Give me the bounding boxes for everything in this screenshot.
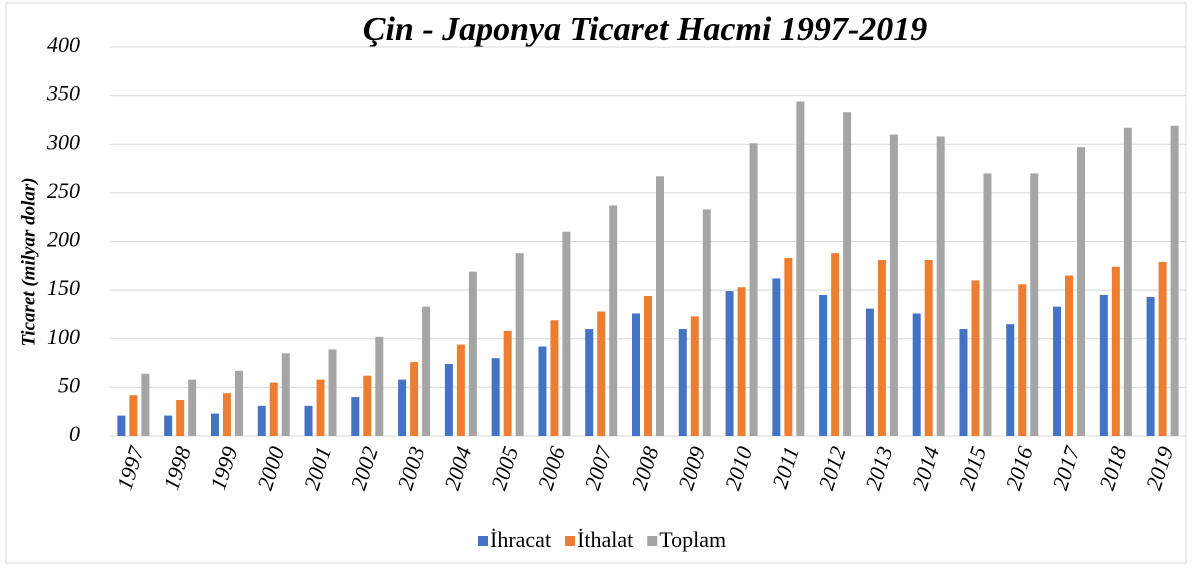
bar [725, 291, 734, 436]
bar [444, 364, 453, 436]
bar [609, 205, 618, 436]
bar [141, 373, 150, 436]
bar [503, 330, 512, 436]
bar [468, 271, 477, 436]
bar [375, 336, 384, 436]
bar [515, 253, 524, 436]
y-tick-label: 250 [47, 178, 80, 203]
bar [1006, 324, 1015, 436]
bar [737, 287, 746, 436]
bar [491, 358, 500, 436]
bar [796, 101, 805, 437]
bar [936, 136, 945, 436]
bar [210, 413, 219, 436]
bar [117, 415, 126, 436]
bar [831, 253, 840, 436]
y-axis-label: Ticaret (milyar dolar) [18, 177, 39, 346]
bar [656, 176, 664, 436]
y-tick-label: 50 [58, 372, 80, 397]
bar [176, 400, 185, 436]
bar [328, 349, 337, 436]
bar [959, 329, 968, 436]
y-tick-label: 200 [47, 227, 80, 252]
bar [410, 362, 419, 436]
bar [971, 280, 980, 436]
bar [304, 405, 313, 436]
y-tick-label: 150 [47, 275, 80, 300]
bar [924, 259, 933, 436]
bar [1158, 261, 1167, 436]
legend-swatch [565, 536, 576, 546]
bar [1111, 266, 1120, 436]
bar [889, 134, 898, 436]
bar [398, 379, 407, 436]
bar [222, 393, 231, 436]
bar [597, 311, 606, 436]
bar [1146, 296, 1155, 436]
bar [702, 209, 711, 436]
bar [819, 294, 828, 436]
bar [912, 313, 921, 436]
legend-label: İhracat [490, 527, 551, 552]
legend-label: Toplam [659, 527, 726, 552]
bar [1170, 125, 1179, 437]
y-tick-label: 100 [47, 324, 80, 349]
bar [281, 353, 290, 436]
bar [1018, 284, 1027, 436]
bar [538, 346, 547, 436]
bar [690, 316, 699, 436]
bar [843, 112, 852, 436]
bar [1030, 173, 1039, 437]
bar [269, 382, 278, 436]
y-tick-label: 350 [46, 81, 80, 106]
bar [877, 259, 886, 436]
legend-swatch [647, 536, 658, 546]
bar [422, 306, 431, 436]
y-tick-label: 0 [69, 421, 80, 446]
bar [1123, 127, 1132, 436]
bar [865, 308, 874, 436]
bar [257, 405, 266, 436]
bar [456, 344, 465, 436]
bar [363, 375, 372, 436]
bar [188, 379, 197, 436]
bar [562, 231, 571, 436]
legend-swatch [478, 536, 488, 546]
bar [749, 143, 758, 436]
bar [644, 295, 652, 436]
bar [234, 370, 243, 436]
bar [784, 258, 793, 436]
bar [983, 173, 992, 437]
bar [129, 395, 138, 436]
bar [1065, 275, 1074, 436]
bar [1053, 306, 1062, 436]
bar [316, 379, 325, 436]
bar [585, 329, 594, 436]
bar [1099, 294, 1108, 436]
bar [1077, 147, 1086, 437]
bar [164, 415, 173, 436]
y-tick-label: 400 [47, 32, 80, 57]
y-tick-label: 300 [46, 129, 80, 154]
bar [678, 329, 687, 436]
bar [772, 278, 781, 436]
bar [632, 313, 640, 436]
bar [550, 320, 559, 436]
chart-title: Çin - Japonya Ticaret Hacmi 1997-2019 [363, 11, 927, 48]
bar [351, 397, 360, 436]
legend-label: İthalat [577, 527, 633, 552]
